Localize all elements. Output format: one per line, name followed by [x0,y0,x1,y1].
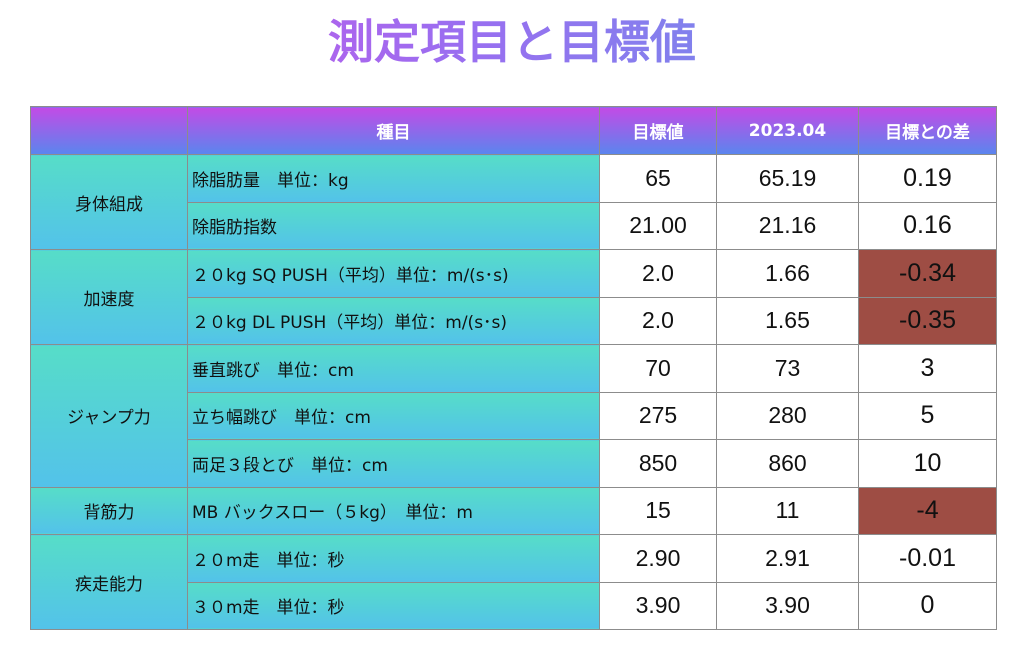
target-cell: 2.0 [599,296,717,345]
difference-cell: -0.01 [858,534,997,583]
header-measured: 2023.04 [716,106,859,155]
table-row: 除脂肪指数 21.00 21.16 0.16 [31,201,997,250]
target-cell: 2.90 [599,534,717,583]
measured-cell: 1.65 [716,296,859,345]
item-cell: 立ち幅跳び 単位：cm [187,391,600,440]
difference-cell: 0.16 [858,201,997,250]
measured-cell: 860 [716,439,859,488]
target-cell: 3.90 [599,581,717,630]
measured-cell: 11 [716,486,859,535]
difference-cell: 0 [858,581,997,630]
difference-cell: 3 [858,344,997,393]
measured-cell: 280 [716,391,859,440]
table-row: 身体組成 除脂肪量 単位：kg 65 65.19 0.19 [30,154,997,250]
target-cell: 65 [599,154,717,203]
target-cell: 70 [599,344,717,393]
measured-cell: 3.90 [716,581,859,630]
difference-cell: 10 [858,439,997,488]
difference-cell-negative: -0.35 [858,296,997,345]
category-cell: 身体組成 [30,154,188,250]
table-row: 加速度 ２０kg SQ PUSH（平均）単位：m/(s･s) 2.0 1.66 … [30,249,997,345]
page-title: 測定項目と目標値 [0,10,1024,74]
category-cell: 疾走能力 [30,534,188,630]
table-row: 両足３段とび 単位：cm 850 860 10 [31,439,997,488]
category-cell: 背筋力 [30,486,188,535]
measured-cell: 65.19 [716,154,859,203]
item-cell: 垂直跳び 単位：cm [187,344,600,393]
difference-cell: 0.19 [858,154,997,203]
difference-cell-negative: -0.34 [858,249,997,298]
item-cell: 除脂肪量 単位：kg [187,154,600,203]
header-item: 種目 [187,106,600,155]
difference-cell: 5 [858,391,997,440]
target-cell: 15 [599,486,717,535]
item-cell: ２０kg SQ PUSH（平均）単位：m/(s･s) [187,249,600,298]
table-row: ３０m走 単位：秒 3.90 3.90 0 [31,581,997,630]
target-cell: 275 [599,391,717,440]
item-cell: 除脂肪指数 [187,201,600,250]
category-cell: ジャンプ力 [30,344,188,488]
header-target: 目標値 [599,106,717,155]
difference-cell-negative: -4 [858,486,997,535]
item-cell: 両足３段とび 単位：cm [187,439,600,488]
measured-cell: 21.16 [716,201,859,250]
table-row: ２０kg DL PUSH（平均）単位：m/(s･s) 2.0 1.65 -0.3… [31,296,997,345]
header-category [30,106,188,155]
table-row: 背筋力 MB バックスロー（５kg） 単位：m 15 11 -4 [30,486,997,535]
item-cell: MB バックスロー（５kg） 単位：m [187,486,600,535]
table-row: 疾走能力 ２０m走 単位：秒 2.90 2.91 -0.01 [30,534,997,630]
item-cell: ２０m走 単位：秒 [187,534,600,583]
target-cell: 21.00 [599,201,717,250]
header-difference: 目標との差 [858,106,997,155]
measured-cell: 2.91 [716,534,859,583]
target-cell: 2.0 [599,249,717,298]
target-cell: 850 [599,439,717,488]
measured-cell: 1.66 [716,249,859,298]
item-cell: ３０m走 単位：秒 [187,581,600,630]
measurement-table: 種目 目標値 2023.04 目標との差 身体組成 除脂肪量 単位：kg 65 … [30,106,997,630]
measured-cell: 73 [716,344,859,393]
category-cell: 加速度 [30,249,188,345]
header-row: 種目 目標値 2023.04 目標との差 [30,106,997,155]
table-row: ジャンプ力 垂直跳び 単位：cm 70 73 3 [30,344,997,488]
item-cell: ２０kg DL PUSH（平均）単位：m/(s･s) [187,296,600,345]
